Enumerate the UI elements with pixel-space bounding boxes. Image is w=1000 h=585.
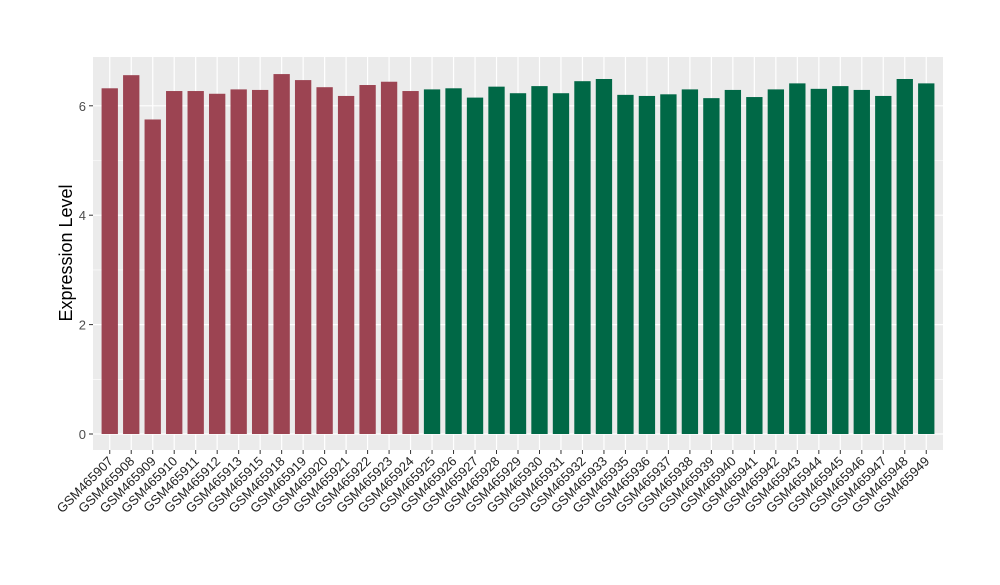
bar-GSM465937 bbox=[660, 94, 677, 435]
bar-GSM465939 bbox=[703, 98, 720, 434]
bar-GSM465948 bbox=[896, 78, 913, 434]
bar-GSM465936 bbox=[638, 95, 656, 434]
bar-GSM465927 bbox=[466, 97, 484, 434]
bars bbox=[101, 74, 935, 435]
y-tick-label: 6 bbox=[79, 99, 86, 114]
bar-GSM465911 bbox=[187, 91, 204, 434]
bar-GSM465924 bbox=[402, 91, 419, 434]
bar-GSM465913 bbox=[230, 89, 247, 434]
bar-GSM465938 bbox=[681, 89, 699, 434]
bar-GSM465921 bbox=[337, 95, 355, 434]
bar-GSM465915 bbox=[251, 89, 269, 434]
bar-GSM465933 bbox=[595, 78, 613, 434]
bar-GSM465947 bbox=[875, 95, 892, 434]
bar-GSM465926 bbox=[445, 88, 462, 435]
bar-GSM465908 bbox=[123, 75, 140, 434]
bar-GSM465931 bbox=[552, 93, 570, 435]
bar-GSM465912 bbox=[209, 93, 226, 435]
bar-GSM465909 bbox=[144, 119, 161, 434]
bar-GSM465943 bbox=[789, 83, 806, 435]
bar-GSM465928 bbox=[488, 86, 505, 434]
bar-GSM465925 bbox=[423, 89, 441, 434]
bar-GSM465919 bbox=[294, 80, 312, 434]
bar-GSM465923 bbox=[380, 81, 398, 435]
bar-GSM465949 bbox=[918, 83, 935, 435]
bar-GSM465922 bbox=[359, 85, 376, 434]
bar-GSM465944 bbox=[810, 88, 827, 434]
x-axis: GSM465907GSM465908GSM465909GSM465910GSM4… bbox=[54, 450, 932, 516]
bar-GSM465946 bbox=[853, 89, 870, 434]
bar-GSM465929 bbox=[509, 93, 527, 435]
bar-GSM465932 bbox=[574, 81, 591, 434]
bar-GSM465940 bbox=[724, 89, 742, 434]
bar-GSM465918 bbox=[273, 74, 290, 434]
bar-GSM465930 bbox=[531, 86, 548, 434]
bar-GSM465935 bbox=[617, 94, 634, 435]
bar-GSM465941 bbox=[746, 97, 763, 434]
y-axis-label: Expression Level bbox=[56, 184, 76, 321]
bar-GSM465920 bbox=[316, 87, 333, 435]
bar-GSM465945 bbox=[832, 86, 849, 434]
bar-GSM465942 bbox=[767, 89, 785, 434]
y-tick-label: 0 bbox=[79, 427, 86, 442]
y-tick-label: 2 bbox=[79, 318, 86, 333]
bar-GSM465910 bbox=[166, 91, 183, 434]
bar-GSM465907 bbox=[101, 88, 118, 435]
y-tick-label: 4 bbox=[79, 208, 86, 223]
y-axis: 0 2 4 6 bbox=[79, 99, 93, 442]
